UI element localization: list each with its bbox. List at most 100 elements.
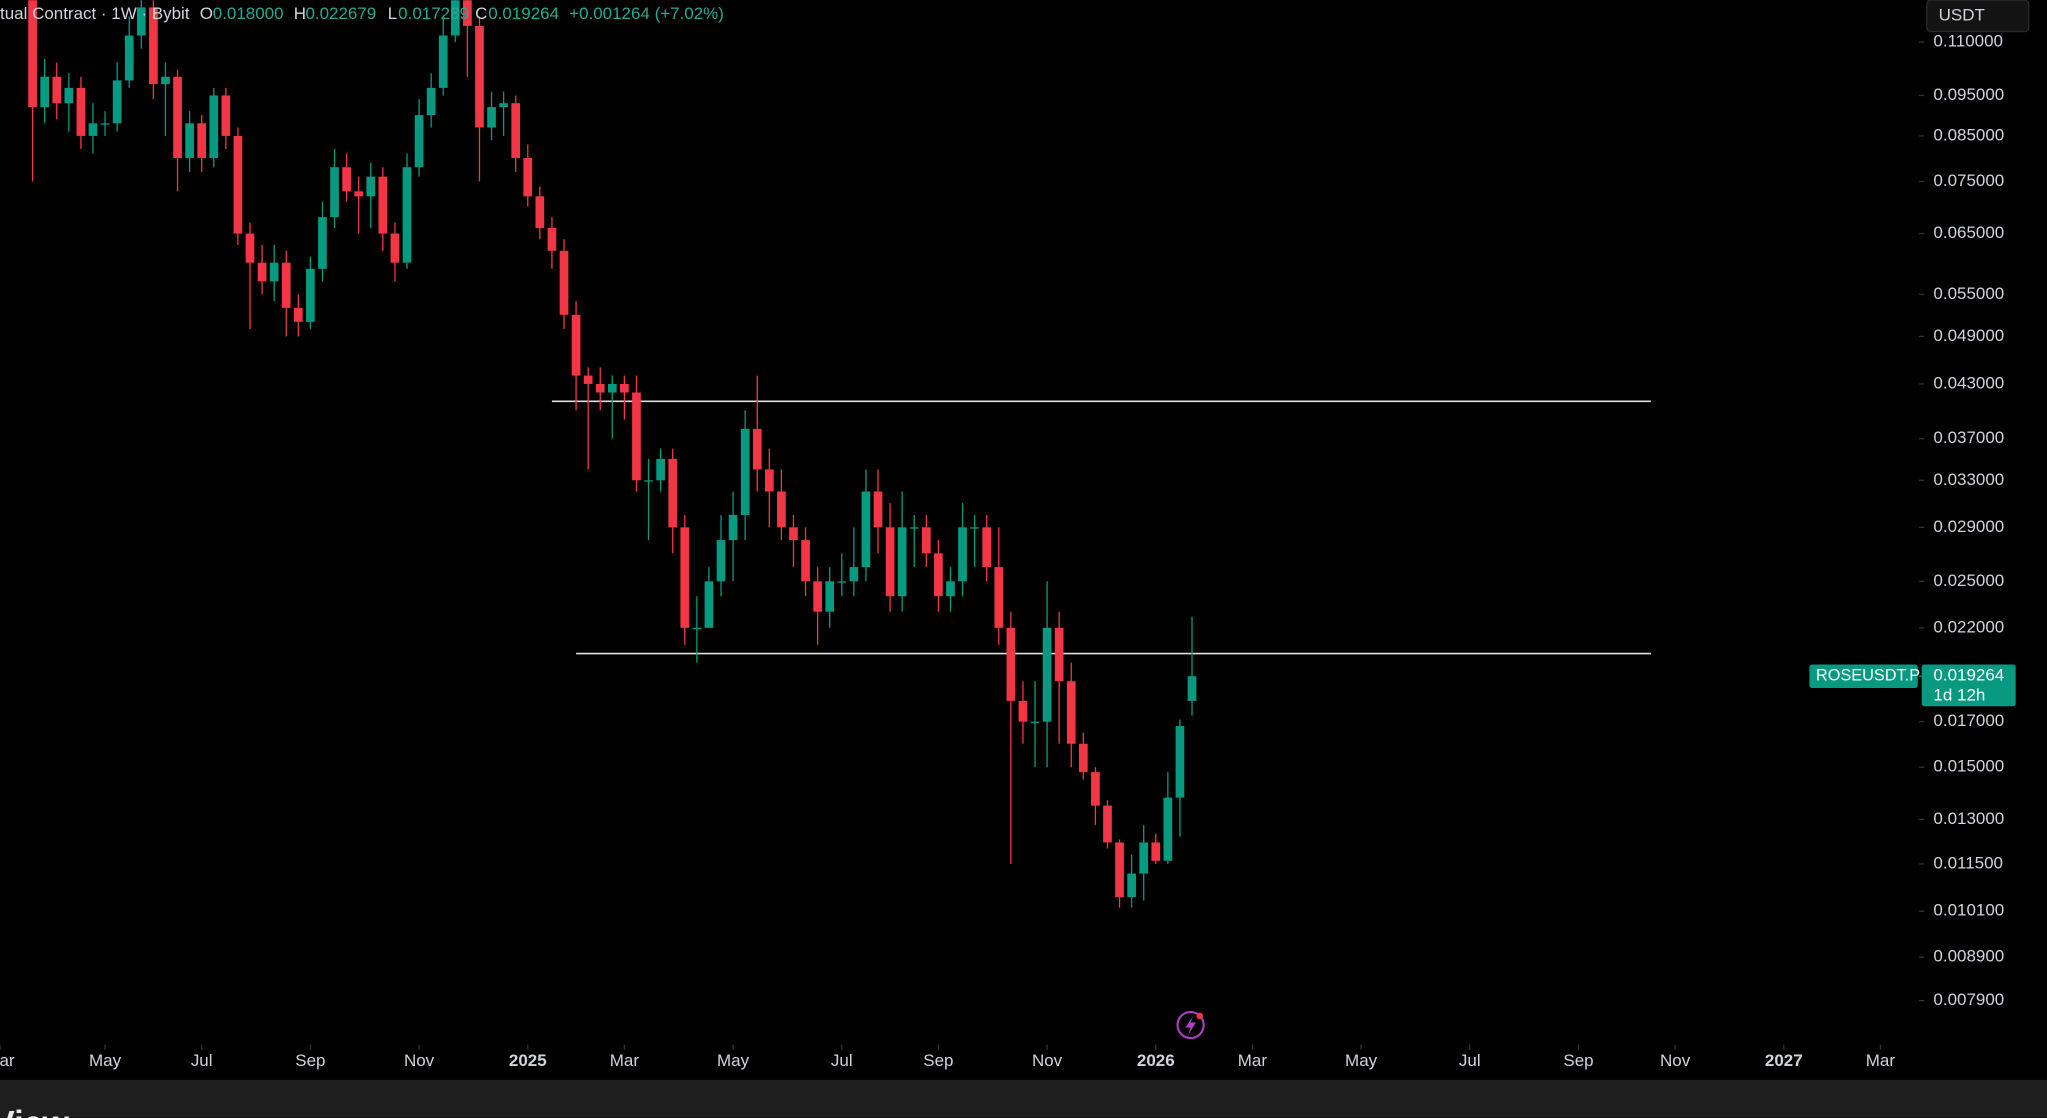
candle-body: [632, 392, 641, 481]
x-tick-label: Mar: [1866, 1051, 1896, 1070]
candle: [571, 301, 581, 411]
candle-body: [547, 228, 557, 251]
candle-body: [946, 581, 955, 597]
y-tick-label: 0.015000: [1933, 757, 2004, 776]
candle: [583, 367, 593, 470]
y-tick-label: 0.010100: [1933, 901, 2004, 920]
candle-body: [1042, 627, 1052, 722]
candle-body: [897, 527, 907, 597]
candle-body: [1127, 873, 1136, 898]
symbol-tag-bg: [1809, 664, 1918, 688]
candle: [861, 469, 871, 582]
x-tick-label: May: [89, 1051, 122, 1070]
candle-body: [257, 262, 267, 282]
candle-body: [934, 553, 943, 597]
candle: [1091, 767, 1100, 825]
currency-label: USDT: [1939, 5, 1985, 24]
candle-body: [970, 527, 979, 529]
y-tick-label: 0.055000: [1933, 284, 2004, 303]
candle-body: [233, 135, 243, 234]
y-tick-label: 0.008900: [1933, 947, 2004, 966]
x-tick-label: 2027: [1765, 1051, 1803, 1070]
x-tick-label: 2026: [1137, 1051, 1175, 1070]
ohlc-label: O: [200, 4, 213, 23]
candle-body: [450, 0, 460, 36]
candle: [764, 448, 774, 528]
candle-body: [1054, 627, 1064, 682]
candle-body: [752, 428, 762, 470]
candle-body: [149, 7, 158, 85]
candle-body: [680, 527, 690, 628]
candle-body: [245, 233, 255, 263]
y-tick-label: 0.022000: [1933, 617, 2004, 636]
candle-body: [656, 458, 665, 481]
candle: [221, 87, 231, 150]
candle-body: [281, 262, 291, 308]
footer-brand: View: [0, 1105, 69, 1118]
candle-body: [511, 103, 521, 158]
ohlc-label: C: [475, 4, 487, 23]
candle: [342, 153, 351, 202]
ohlc-label: H: [294, 4, 306, 23]
candle-body: [607, 383, 617, 393]
candle-body: [1163, 797, 1173, 861]
candle: [28, 0, 37, 182]
candle-body: [1091, 772, 1100, 806]
candle: [1030, 681, 1040, 768]
candle-body: [475, 25, 484, 128]
candle: [1078, 732, 1088, 780]
candle-body: [100, 123, 110, 125]
candle: [173, 69, 182, 192]
candle: [970, 514, 979, 568]
y-tick-label: 0.013000: [1933, 809, 2004, 828]
candle-body: [185, 123, 194, 158]
candle: [438, 16, 448, 96]
candle-body: [40, 76, 50, 108]
x-tick-label: Jul: [1459, 1051, 1481, 1070]
candle: [245, 222, 255, 330]
x-tick-label: Sep: [295, 1051, 325, 1070]
candle: [873, 469, 883, 554]
candle-body: [777, 491, 786, 528]
candle: [716, 514, 726, 597]
candle: [692, 596, 702, 663]
candle: [1139, 824, 1149, 901]
alert-icon[interactable]: [1176, 1010, 1205, 1040]
candle: [825, 567, 835, 628]
x-tick-label: May: [1345, 1051, 1378, 1070]
candle-body: [837, 581, 847, 583]
y-tick-label: 0.037000: [1933, 428, 2004, 447]
candle: [994, 527, 1004, 645]
x-tick-label: Nov: [404, 1051, 435, 1070]
candle: [426, 73, 436, 128]
candle: [982, 514, 992, 582]
candle: [197, 115, 207, 172]
candle-body: [523, 157, 533, 197]
symbol-tag: ROSEUSDT.P: [1816, 667, 1920, 685]
candle-body: [825, 581, 835, 612]
candle-body: [463, 0, 472, 26]
candle: [1042, 581, 1052, 768]
candle-body: [1115, 842, 1124, 898]
candle-body: [571, 314, 581, 376]
candle: [378, 167, 388, 251]
candle-body: [668, 458, 678, 528]
x-tick-label: Mar: [1238, 1051, 1268, 1070]
candle: [656, 448, 665, 492]
candle-body: [306, 268, 315, 322]
candle: [535, 186, 545, 240]
candle-body: [173, 76, 182, 158]
y-tick-label: 0.017000: [1933, 711, 2004, 730]
candle: [136, 0, 146, 49]
candle: [233, 127, 243, 245]
candle: [620, 375, 629, 420]
candle-body: [414, 115, 424, 168]
candle-body: [378, 176, 388, 234]
candle-body: [52, 76, 62, 104]
candle: [257, 244, 267, 295]
currency-button[interactable]: [1926, 0, 2030, 33]
candle: [523, 144, 533, 207]
candle: [402, 153, 412, 269]
candle-body: [704, 581, 714, 628]
